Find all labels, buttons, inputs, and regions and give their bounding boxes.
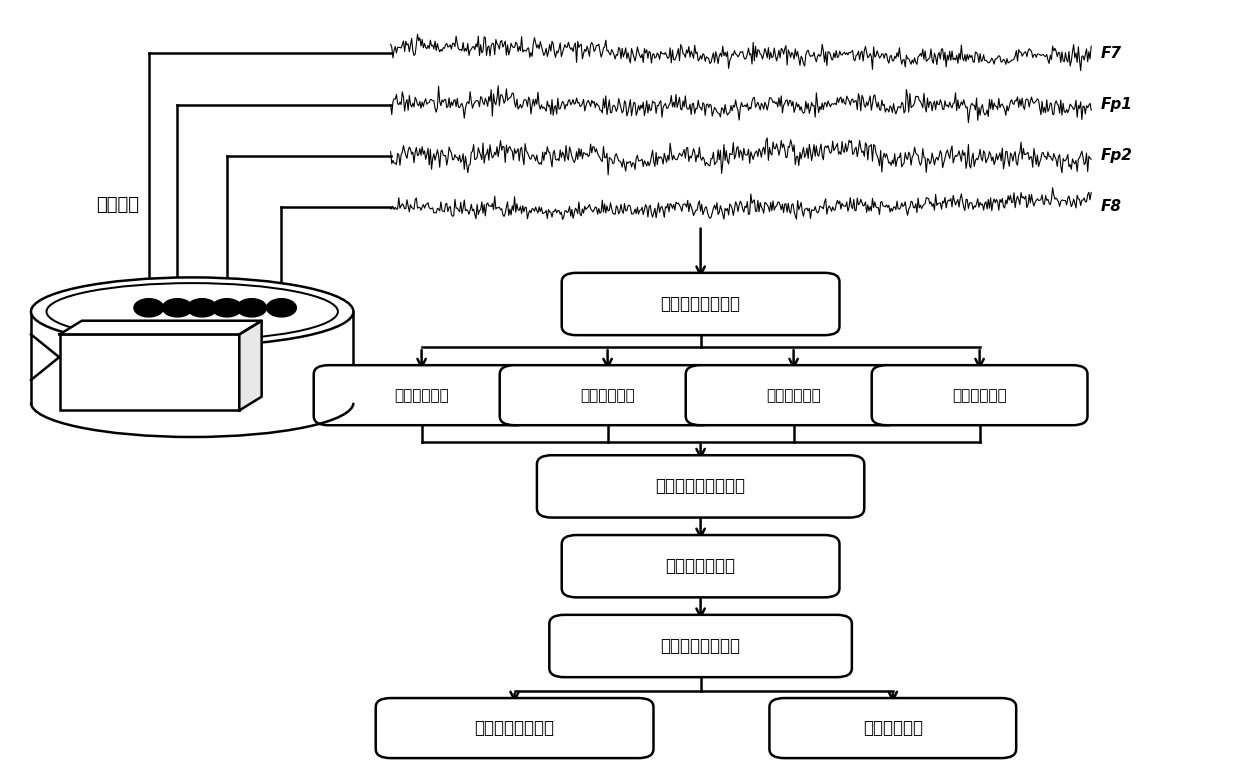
- FancyBboxPatch shape: [562, 273, 839, 335]
- Text: Fp2: Fp2: [1101, 148, 1133, 163]
- Text: 眼动伪迹识别: 眼动伪迹识别: [766, 388, 821, 403]
- Text: 获得干净的脑电: 获得干净的脑电: [666, 557, 735, 575]
- FancyBboxPatch shape: [314, 366, 529, 426]
- Text: 信号设备噪声滤波: 信号设备噪声滤波: [661, 295, 740, 313]
- FancyBboxPatch shape: [686, 366, 901, 426]
- FancyBboxPatch shape: [376, 698, 653, 758]
- Circle shape: [267, 299, 296, 317]
- Text: 运动伪迹识别: 运动伪迹识别: [394, 388, 449, 403]
- Text: 脑电信号质量评估: 脑电信号质量评估: [661, 637, 740, 655]
- FancyBboxPatch shape: [562, 535, 839, 597]
- FancyBboxPatch shape: [549, 615, 852, 677]
- FancyBboxPatch shape: [769, 698, 1016, 758]
- Bar: [60, 334, 239, 410]
- Text: 信号采集: 信号采集: [97, 196, 139, 214]
- Text: 毛刺伪迹识别: 毛刺伪迹识别: [580, 388, 635, 403]
- Circle shape: [134, 299, 164, 317]
- Polygon shape: [60, 321, 262, 334]
- Ellipse shape: [31, 277, 353, 346]
- Ellipse shape: [46, 283, 337, 340]
- FancyBboxPatch shape: [872, 366, 1087, 426]
- Text: F7: F7: [1101, 46, 1122, 61]
- Text: 肌电伪迹识别: 肌电伪迹识别: [952, 388, 1007, 403]
- Circle shape: [237, 299, 267, 317]
- Polygon shape: [239, 321, 262, 410]
- Circle shape: [187, 299, 217, 317]
- Text: F8: F8: [1101, 199, 1122, 214]
- Circle shape: [162, 299, 192, 317]
- FancyBboxPatch shape: [500, 366, 715, 426]
- Text: 信号质量分类: 信号质量分类: [863, 719, 923, 737]
- Text: 伪迹裁剪和脑电拼接: 伪迹裁剪和脑电拼接: [656, 477, 745, 496]
- FancyBboxPatch shape: [537, 455, 864, 518]
- Circle shape: [212, 299, 242, 317]
- Text: 信号质量指标参数: 信号质量指标参数: [475, 719, 554, 737]
- Text: Fp1: Fp1: [1101, 97, 1133, 112]
